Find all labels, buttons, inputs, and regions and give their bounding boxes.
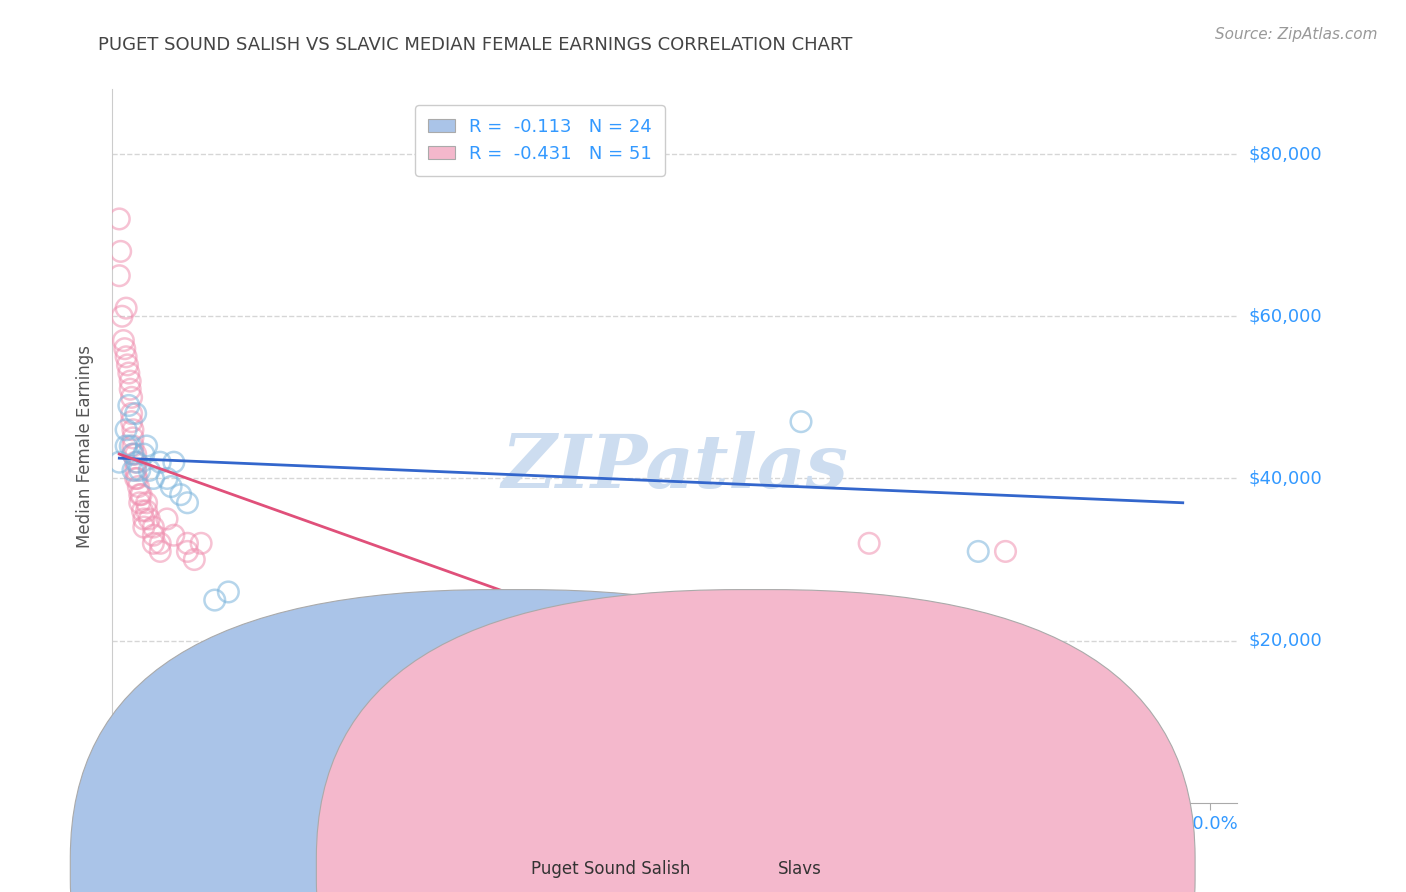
Point <box>114 342 136 356</box>
Point <box>115 439 138 453</box>
Point <box>204 723 226 737</box>
Point <box>127 479 149 493</box>
Point <box>160 479 183 493</box>
Point <box>122 447 145 461</box>
Text: Slavs: Slavs <box>778 860 821 878</box>
Point <box>163 455 186 469</box>
Point <box>122 423 145 437</box>
Point <box>142 471 165 485</box>
Point <box>135 439 157 453</box>
Point <box>183 552 205 566</box>
Point <box>190 536 212 550</box>
Text: $40,000: $40,000 <box>1249 469 1322 487</box>
Point <box>858 536 880 550</box>
Point <box>121 415 143 429</box>
Point <box>169 488 191 502</box>
Point <box>118 366 141 380</box>
Point <box>128 463 150 477</box>
Point <box>142 536 165 550</box>
Point <box>118 399 141 413</box>
Text: PUGET SOUND SALISH VS SLAVIC MEDIAN FEMALE EARNINGS CORRELATION CHART: PUGET SOUND SALISH VS SLAVIC MEDIAN FEMA… <box>98 36 853 54</box>
Point <box>994 544 1017 558</box>
Point <box>121 390 143 404</box>
Point <box>120 439 142 453</box>
Point <box>122 431 145 445</box>
Y-axis label: Median Female Earnings: Median Female Earnings <box>76 344 94 548</box>
Point <box>117 358 139 372</box>
Point <box>149 544 172 558</box>
Point <box>125 455 148 469</box>
Point <box>120 374 142 388</box>
Point <box>108 211 131 226</box>
Point <box>124 455 146 469</box>
Point <box>132 520 155 534</box>
Point <box>124 471 146 485</box>
Point <box>312 714 335 729</box>
Text: ZIPatlas: ZIPatlas <box>502 431 848 504</box>
Text: Source: ZipAtlas.com: Source: ZipAtlas.com <box>1215 27 1378 42</box>
Point <box>138 463 160 477</box>
Point <box>110 244 132 259</box>
Point <box>131 504 153 518</box>
Point <box>149 536 172 550</box>
Point <box>135 504 157 518</box>
Point <box>128 488 150 502</box>
Point <box>111 310 134 324</box>
Point <box>121 407 143 421</box>
Point <box>217 585 239 599</box>
Text: $80,000: $80,000 <box>1249 145 1322 163</box>
Point <box>790 415 813 429</box>
Point <box>129 488 152 502</box>
Point <box>176 496 198 510</box>
Point <box>721 698 744 713</box>
Point <box>112 334 135 348</box>
Point <box>132 447 155 461</box>
Point <box>204 593 226 607</box>
Point <box>138 512 160 526</box>
Point <box>124 463 146 477</box>
Text: $60,000: $60,000 <box>1249 307 1322 326</box>
Point <box>124 407 146 421</box>
Point <box>132 512 155 526</box>
Point <box>142 520 165 534</box>
Text: $20,000: $20,000 <box>1249 632 1322 649</box>
Point <box>163 528 186 542</box>
Point <box>128 496 150 510</box>
Legend: R =  -0.113   N = 24, R =  -0.431   N = 51: R = -0.113 N = 24, R = -0.431 N = 51 <box>415 105 665 176</box>
Point <box>156 471 179 485</box>
Point <box>124 447 146 461</box>
Point <box>176 544 198 558</box>
Point <box>115 350 138 364</box>
Point <box>142 528 165 542</box>
Point <box>197 714 219 729</box>
Point <box>120 382 142 396</box>
Point <box>115 301 138 315</box>
Text: Puget Sound Salish: Puget Sound Salish <box>531 860 690 878</box>
Point <box>122 447 145 461</box>
Point <box>108 268 131 283</box>
Point <box>122 463 145 477</box>
Point <box>108 455 131 469</box>
Point <box>149 455 172 469</box>
Point <box>156 512 179 526</box>
Point <box>115 423 138 437</box>
Point <box>122 439 145 453</box>
Point <box>176 536 198 550</box>
Point <box>135 496 157 510</box>
Point <box>967 544 990 558</box>
Point <box>125 471 148 485</box>
